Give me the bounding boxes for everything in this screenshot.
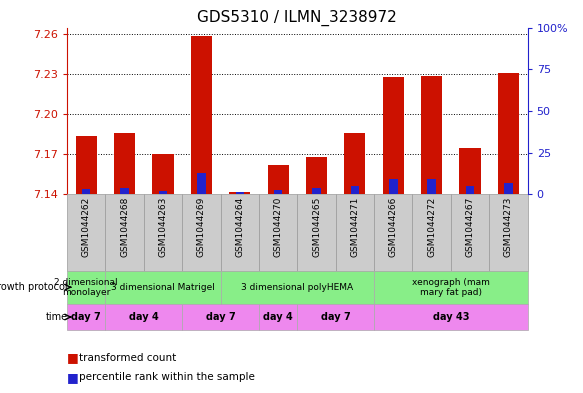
Bar: [306, 157, 327, 194]
Text: ■: ■: [67, 371, 79, 384]
Text: 3 dimensional polyHEMA: 3 dimensional polyHEMA: [241, 283, 353, 292]
Bar: [67, 270, 106, 304]
Bar: [236, 192, 244, 194]
Text: xenograph (mam
mary fat pad): xenograph (mam mary fat pad): [412, 277, 490, 297]
Text: percentile rank within the sample: percentile rank within the sample: [79, 372, 255, 382]
Text: GSM1044263: GSM1044263: [159, 196, 167, 257]
Text: time: time: [45, 312, 68, 322]
Text: GSM1044269: GSM1044269: [197, 196, 206, 257]
Bar: [106, 270, 220, 304]
Bar: [159, 191, 167, 194]
Bar: [389, 179, 398, 194]
Text: day 4: day 4: [264, 312, 293, 322]
Bar: [220, 194, 259, 270]
Bar: [374, 194, 412, 270]
Text: day 7: day 7: [71, 312, 101, 322]
Bar: [76, 136, 97, 194]
Bar: [345, 133, 366, 194]
Text: GSM1044271: GSM1044271: [350, 196, 359, 257]
Bar: [274, 190, 282, 194]
Bar: [268, 165, 289, 194]
Bar: [182, 304, 259, 330]
Bar: [427, 179, 436, 194]
Text: GSM1044262: GSM1044262: [82, 196, 91, 257]
Bar: [182, 194, 220, 270]
Bar: [191, 35, 212, 194]
Bar: [220, 270, 374, 304]
Bar: [67, 304, 106, 330]
Text: growth protocol: growth protocol: [0, 282, 68, 292]
Bar: [297, 304, 374, 330]
Bar: [297, 194, 336, 270]
Text: day 4: day 4: [129, 312, 159, 322]
Text: day 43: day 43: [433, 312, 469, 322]
Bar: [259, 304, 297, 330]
Bar: [197, 173, 206, 194]
Text: day 7: day 7: [206, 312, 236, 322]
Text: GSM1044267: GSM1044267: [466, 196, 475, 257]
Bar: [412, 194, 451, 270]
Bar: [451, 194, 489, 270]
Bar: [421, 75, 442, 194]
Text: GSM1044264: GSM1044264: [236, 196, 244, 257]
Text: 2 dimensional
monolayer: 2 dimensional monolayer: [54, 277, 118, 297]
Bar: [82, 189, 90, 194]
Text: GSM1044272: GSM1044272: [427, 196, 436, 257]
Bar: [351, 186, 359, 194]
Bar: [466, 186, 474, 194]
Bar: [144, 194, 182, 270]
Bar: [106, 194, 144, 270]
Bar: [229, 192, 250, 194]
Bar: [489, 194, 528, 270]
Bar: [504, 183, 512, 194]
Bar: [152, 154, 174, 194]
Bar: [459, 148, 480, 194]
Bar: [114, 133, 135, 194]
Text: transformed count: transformed count: [79, 353, 176, 363]
Bar: [259, 194, 297, 270]
Text: GSM1044273: GSM1044273: [504, 196, 513, 257]
Bar: [336, 194, 374, 270]
Bar: [121, 187, 129, 194]
Bar: [374, 304, 528, 330]
Text: day 7: day 7: [321, 312, 350, 322]
Text: GSM1044270: GSM1044270: [273, 196, 283, 257]
Bar: [382, 77, 404, 194]
Text: GSM1044265: GSM1044265: [312, 196, 321, 257]
Text: GSM1044266: GSM1044266: [389, 196, 398, 257]
Bar: [67, 194, 106, 270]
Text: 3 dimensional Matrigel: 3 dimensional Matrigel: [111, 283, 215, 292]
Title: GDS5310 / ILMN_3238972: GDS5310 / ILMN_3238972: [198, 10, 397, 26]
Bar: [106, 304, 182, 330]
Text: GSM1044268: GSM1044268: [120, 196, 129, 257]
Bar: [498, 73, 519, 194]
Text: ■: ■: [67, 351, 79, 364]
Bar: [374, 270, 528, 304]
Bar: [312, 187, 321, 194]
